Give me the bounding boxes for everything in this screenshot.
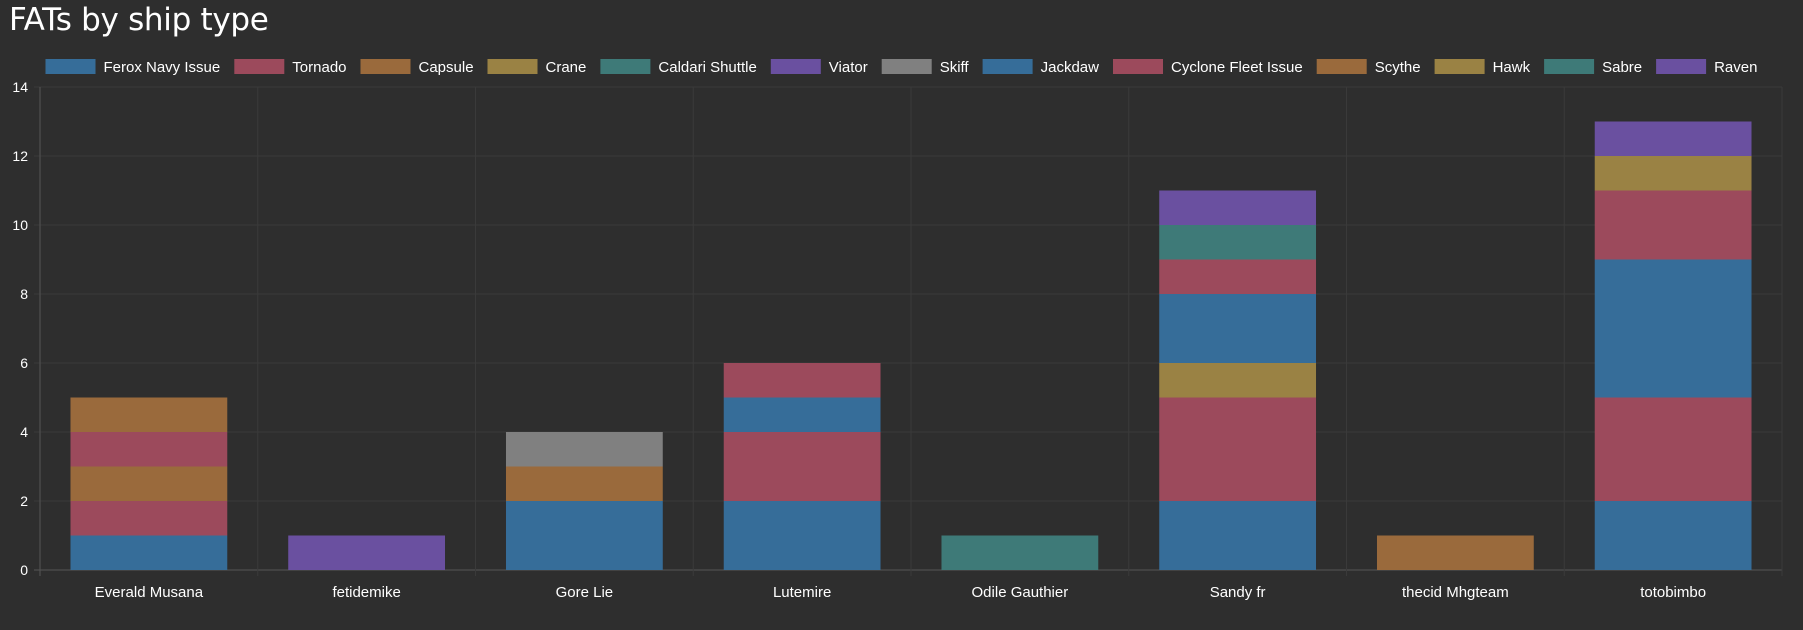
bar-segment[interactable]	[505, 466, 663, 502]
x-tick-label: Sandy fr	[1210, 584, 1266, 601]
legend-item[interactable]: Skiff	[881, 59, 970, 76]
bar-segment[interactable]	[70, 535, 228, 571]
legend-label: Crane	[546, 59, 587, 76]
y-tick-label: 0	[20, 562, 28, 578]
bar-segment[interactable]	[505, 432, 663, 467]
y-tick-label: 12	[12, 148, 28, 164]
x-tick-label: Gore Lie	[556, 584, 614, 601]
legend-swatch	[1316, 59, 1367, 74]
legend-label: Hawk	[1493, 59, 1531, 76]
bar-segment[interactable]	[1594, 501, 1752, 570]
bar-segment[interactable]	[1594, 259, 1752, 398]
x-tick-label: Everald Musana	[95, 584, 204, 601]
legend-label: Cyclone Fleet Issue	[1171, 59, 1303, 76]
bar-segment[interactable]	[1159, 363, 1317, 398]
legend-item[interactable]: Tornado	[234, 59, 347, 76]
legend-label: Scythe	[1375, 59, 1421, 76]
bar-segment[interactable]	[1159, 397, 1317, 502]
y-axis: 0 2 4 6 8 10 12 14	[12, 79, 28, 578]
legend-label: Viator	[829, 59, 868, 76]
bar-segment[interactable]	[1159, 501, 1317, 570]
y-tick-label: 14	[12, 79, 28, 95]
grid	[34, 86, 1783, 576]
legend-item[interactable]: Ferox Navy Issue	[45, 59, 221, 76]
chart-title: FATs by ship type	[9, 2, 269, 38]
y-tick-label: 8	[20, 286, 28, 302]
legend-swatch	[982, 59, 1033, 74]
legend-label: Caldari Shuttle	[658, 59, 756, 76]
bar-segment[interactable]	[723, 397, 881, 433]
legend-swatch	[1434, 59, 1485, 74]
bar-segment[interactable]	[70, 501, 228, 536]
bars	[70, 121, 1752, 571]
x-axis: Everald Musana fetidemike Gore Lie Lutemire…	[95, 584, 1706, 601]
legend-label: Ferox Navy Issue	[104, 59, 221, 76]
legend-swatch	[1656, 59, 1707, 74]
legend-item[interactable]: Viator	[770, 59, 868, 76]
bar-segment[interactable]	[505, 501, 663, 570]
legend-label: Jackdaw	[1041, 59, 1100, 76]
bar-segment[interactable]	[723, 363, 881, 398]
legend-item[interactable]: Caldari Shuttle	[600, 59, 757, 76]
y-tick-label: 4	[20, 424, 28, 440]
x-tick-label: Lutemire	[773, 584, 831, 601]
bar-segment[interactable]	[1594, 397, 1752, 502]
legend-label: Tornado	[292, 59, 346, 76]
legend[interactable]: Ferox Navy Issue Tornado Capsule Crane Calda…	[45, 59, 1758, 76]
legend-label: Skiff	[940, 59, 970, 76]
legend-label: Sabre	[1602, 59, 1642, 76]
legend-swatch	[487, 59, 538, 74]
legend-item[interactable]: Capsule	[360, 59, 474, 76]
bar-segment[interactable]	[1159, 190, 1317, 226]
bar-segment[interactable]	[70, 466, 228, 502]
legend-item[interactable]: Raven	[1656, 59, 1757, 76]
legend-swatch	[1113, 59, 1163, 74]
y-tick-label: 2	[20, 493, 28, 509]
legend-swatch	[881, 59, 932, 74]
bar-segment[interactable]	[723, 432, 881, 501]
y-tick-label: 6	[20, 355, 28, 371]
legend-item[interactable]: Jackdaw	[982, 59, 1100, 76]
x-tick-label: thecid Mhgteam	[1402, 584, 1509, 601]
legend-item[interactable]: Cyclone Fleet Issue	[1113, 59, 1303, 76]
x-tick-label: Odile Gauthier	[972, 584, 1069, 601]
legend-label: Raven	[1714, 59, 1757, 76]
legend-swatch	[1544, 59, 1595, 74]
x-tick-label: totobimbo	[1640, 584, 1706, 601]
legend-label: Capsule	[419, 59, 474, 76]
legend-swatch	[600, 59, 651, 74]
bar-segment[interactable]	[1594, 190, 1752, 260]
legend-item[interactable]: Crane	[487, 59, 587, 76]
y-tick-label: 10	[12, 217, 28, 233]
legend-swatch	[770, 59, 821, 74]
bar-segment[interactable]	[941, 535, 1099, 571]
bar-segment[interactable]	[288, 535, 446, 571]
bar-segment[interactable]	[1159, 225, 1317, 260]
bar-segment[interactable]	[1594, 121, 1752, 157]
bar-segment[interactable]	[723, 501, 881, 570]
legend-swatch	[234, 59, 285, 74]
bar-segment[interactable]	[1159, 294, 1317, 363]
x-tick-label: fetidemike	[332, 584, 400, 601]
bar-segment[interactable]	[1594, 156, 1752, 191]
bar-segment[interactable]	[70, 397, 228, 433]
legend-item[interactable]: Hawk	[1434, 59, 1531, 76]
bar-segment[interactable]	[1376, 535, 1534, 571]
legend-swatch	[360, 59, 411, 74]
bar-segment[interactable]	[1159, 259, 1317, 295]
legend-swatch	[45, 59, 96, 74]
legend-item[interactable]: Scythe	[1316, 59, 1421, 76]
bar-segment[interactable]	[70, 432, 228, 467]
legend-item[interactable]: Sabre	[1544, 59, 1642, 76]
